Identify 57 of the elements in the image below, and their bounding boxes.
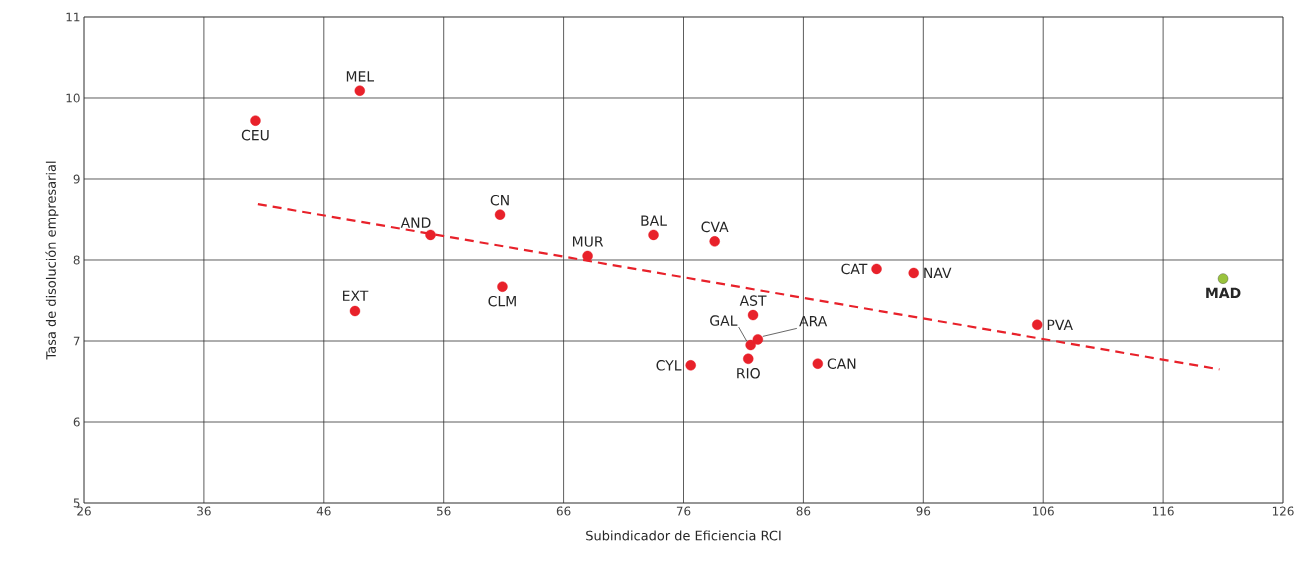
x-tick-label: 76 (676, 506, 691, 516)
point (812, 358, 823, 369)
point (908, 267, 919, 279)
point (425, 229, 436, 241)
y-tick-label: 6 (73, 417, 80, 427)
y-tick-label: 8 (73, 255, 80, 265)
x-tick-label: 36 (197, 506, 211, 516)
x-tick-label: 126 (1272, 506, 1294, 516)
point (871, 263, 882, 275)
annotation: MUR (572, 236, 604, 247)
point (685, 360, 696, 371)
annotation: PVA (1047, 319, 1073, 330)
x-tick-label: 26 (77, 506, 91, 516)
y-tick-label: 10 (66, 93, 80, 103)
annotation: CVA (701, 221, 729, 233)
point (349, 305, 361, 317)
point (747, 309, 759, 321)
annotation: BAL (641, 215, 667, 226)
y-tick-label: 5 (73, 498, 80, 508)
x-tick-label: 46 (316, 506, 331, 516)
y-tick-label: 7 (73, 336, 80, 346)
annotation: MAD (1206, 287, 1241, 298)
annotation: RIO (737, 368, 760, 379)
annotation: CYL (656, 360, 682, 371)
point (745, 339, 756, 351)
x-tick-label: 106 (1033, 506, 1054, 516)
point (1217, 273, 1229, 284)
point (1032, 319, 1043, 330)
annotation: CLM (488, 295, 516, 307)
annotation: CEU (241, 129, 269, 141)
x-tick-label: 56 (437, 506, 451, 516)
point (494, 209, 506, 220)
point (497, 281, 508, 292)
y-axis-title: Tasa de disolución empresarial (45, 161, 59, 360)
annotation: CN (490, 194, 509, 206)
annotation: CAN (827, 358, 856, 369)
x-axis-title: Subindicador de Eficiencia RCI (586, 530, 781, 541)
x-tick-label: 116 (1153, 506, 1174, 516)
point (743, 353, 754, 365)
annotation: CAT (841, 263, 868, 275)
annotation: MEL (346, 71, 375, 82)
y-tick-label: 11 (66, 12, 80, 22)
x-tick-label: 66 (556, 506, 571, 516)
annotation: GAL (710, 315, 738, 326)
x-tick-label: 86 (796, 506, 811, 516)
point (648, 229, 659, 241)
x-tick-label: 96 (916, 506, 931, 516)
point (752, 334, 764, 345)
point (250, 115, 261, 126)
annotation: NAV (924, 267, 952, 279)
annotation: AND (400, 217, 431, 228)
point (709, 236, 720, 247)
annotation: EXT (343, 290, 369, 301)
point (582, 250, 593, 262)
point (354, 85, 365, 96)
y-tick-label: 9 (73, 174, 80, 184)
annotation: AST (739, 295, 767, 306)
